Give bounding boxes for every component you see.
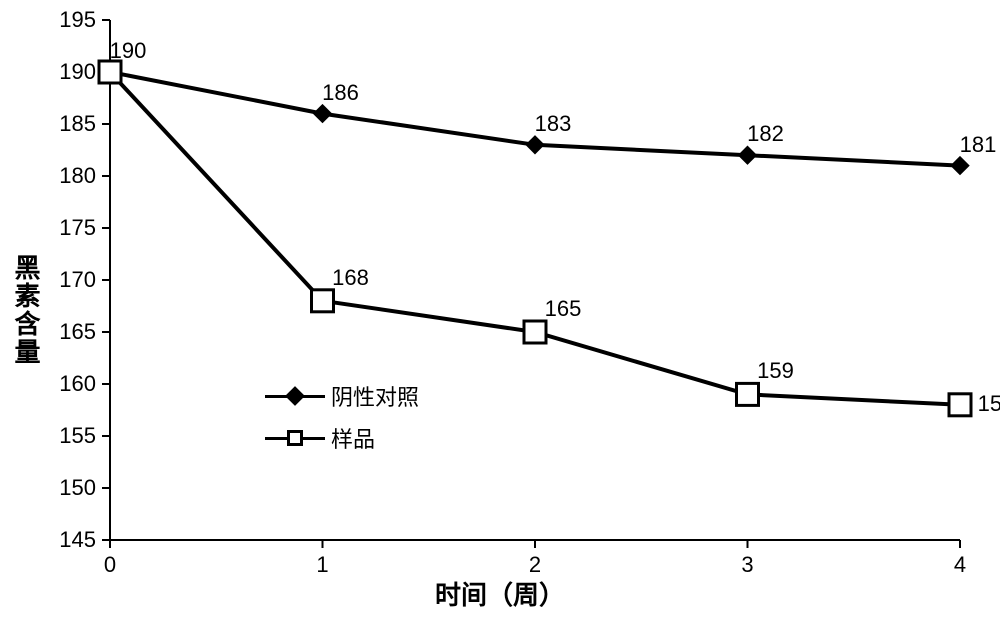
y-tick-label: 145 bbox=[52, 527, 96, 553]
y-tick-label: 195 bbox=[52, 7, 96, 33]
data-label: 183 bbox=[535, 111, 572, 137]
y-tick-label: 155 bbox=[52, 423, 96, 449]
data-label: 190 bbox=[110, 38, 147, 64]
square-icon bbox=[287, 430, 303, 446]
chart-container: 黑素含量 时间（周） 145 150 155 160 165 170 175 180 185 19… bbox=[0, 0, 1000, 620]
legend-item: 阴性对照 bbox=[265, 380, 419, 412]
y-tick-label: 190 bbox=[52, 59, 96, 85]
data-label: 165 bbox=[545, 296, 582, 322]
x-axis-label: 时间（周） bbox=[435, 575, 565, 612]
diamond-icon bbox=[285, 386, 305, 406]
legend-line bbox=[265, 395, 325, 398]
data-label: 186 bbox=[322, 80, 359, 106]
x-tick-label: 0 bbox=[104, 552, 116, 578]
data-label: 158 bbox=[978, 391, 1000, 417]
data-label: 159 bbox=[757, 358, 794, 384]
y-axis-label: 黑素含量 bbox=[8, 254, 45, 366]
x-tick-label: 1 bbox=[316, 552, 328, 578]
legend-line bbox=[265, 437, 325, 440]
y-tick-label: 170 bbox=[52, 267, 96, 293]
y-tick-label: 160 bbox=[52, 371, 96, 397]
data-label: 182 bbox=[747, 121, 784, 147]
data-label: 181 bbox=[960, 132, 997, 158]
y-tick-label: 185 bbox=[52, 111, 96, 137]
legend-label: 样品 bbox=[331, 422, 375, 454]
data-label: 168 bbox=[332, 265, 369, 291]
chart-svg bbox=[0, 0, 1000, 620]
x-tick-label: 4 bbox=[954, 552, 966, 578]
legend-label: 阴性对照 bbox=[331, 380, 419, 412]
y-tick-label: 150 bbox=[52, 475, 96, 501]
y-tick-label: 165 bbox=[52, 319, 96, 345]
x-tick-label: 2 bbox=[529, 552, 541, 578]
x-tick-label: 3 bbox=[741, 552, 753, 578]
y-tick-label: 180 bbox=[52, 163, 96, 189]
y-tick-label: 175 bbox=[52, 215, 96, 241]
legend-item: 样品 bbox=[265, 422, 375, 454]
